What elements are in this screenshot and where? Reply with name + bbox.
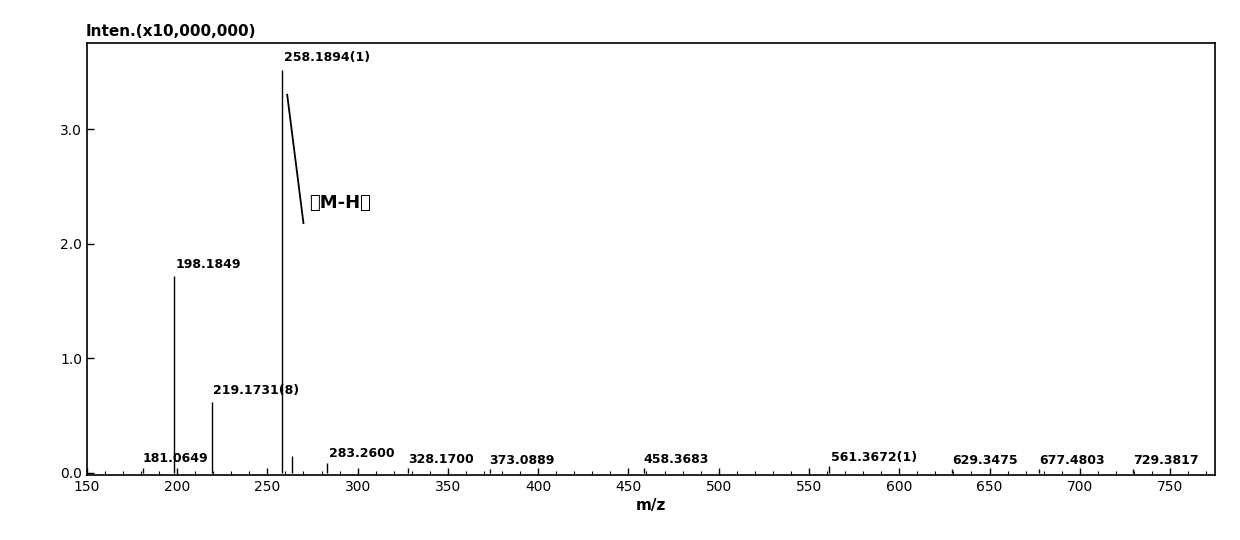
Text: 181.0649: 181.0649: [143, 452, 208, 465]
Text: 458.3683: 458.3683: [644, 453, 709, 466]
Text: 677.4803: 677.4803: [1039, 454, 1105, 467]
Text: 729.3817: 729.3817: [1133, 454, 1199, 467]
X-axis label: m/z: m/z: [636, 498, 666, 513]
Text: 258.1894(1): 258.1894(1): [284, 51, 370, 64]
Text: 283.2600: 283.2600: [329, 447, 394, 460]
Text: Inten.(x10,000,000): Inten.(x10,000,000): [86, 24, 257, 39]
Text: 328.1700: 328.1700: [408, 453, 474, 466]
Text: 198.1849: 198.1849: [176, 258, 241, 271]
Text: 561.3672(1): 561.3672(1): [831, 451, 918, 464]
Text: 629.3475: 629.3475: [952, 454, 1018, 467]
Text: 【M-H】: 【M-H】: [309, 194, 371, 212]
Text: 219.1731(8): 219.1731(8): [213, 384, 300, 397]
Text: 373.0889: 373.0889: [490, 454, 556, 467]
